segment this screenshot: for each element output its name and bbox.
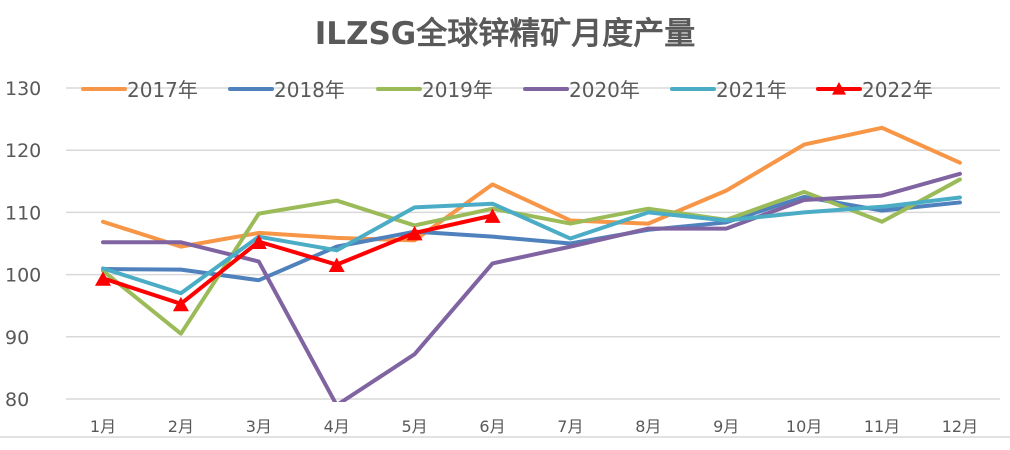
series-line (101, 125, 962, 249)
series-2020年 (101, 171, 962, 402)
y-tick-label: 90 (5, 327, 29, 349)
x-axis-ticks: 1月 2月 3月 4月 5月 6月 7月 8月 9月 10月 11月 12月 (90, 417, 978, 436)
y-tick-label: 80 (5, 389, 29, 411)
x-tick-label: 1月 (90, 417, 116, 436)
series-line (101, 177, 962, 336)
legend-item: 2019年 (376, 78, 493, 102)
series-2019年 (101, 177, 962, 336)
series-lines (95, 125, 962, 402)
legend-label: 2020年 (569, 78, 640, 102)
legend-label: 2017年 (127, 78, 198, 102)
y-tick-label: 120 (5, 140, 41, 162)
x-tick-label: 3月 (246, 417, 272, 436)
data-point-marker (250, 234, 267, 250)
x-tick-label: 9月 (713, 417, 739, 436)
legend-marker (832, 82, 846, 95)
x-tick-label: 5月 (402, 417, 428, 436)
legend-item: 2017年 (81, 78, 198, 102)
legend-item: 2022年 (816, 78, 933, 102)
y-tick-label: 130 (5, 78, 41, 100)
chart-title: ILZSG全球锌精矿月度产量 (314, 16, 696, 52)
legend: 2017年 2018年 2019年 2020年 2021年 2022年 (81, 78, 933, 102)
series-line (101, 171, 962, 402)
x-tick-label: 4月 (324, 417, 350, 436)
x-tick-label: 2月 (168, 417, 194, 436)
y-tick-label: 100 (5, 265, 41, 287)
x-tick-label: 11月 (864, 417, 900, 436)
x-tick-label: 12月 (942, 417, 978, 436)
data-point-marker (406, 225, 423, 241)
series-line (101, 195, 962, 296)
x-tick-label: 8月 (635, 417, 661, 436)
legend-item: 2020年 (523, 78, 640, 102)
series-2021年 (101, 195, 962, 296)
legend-label: 2018年 (274, 78, 345, 102)
series-2017年 (101, 125, 962, 249)
legend-item: 2021年 (670, 78, 787, 102)
series-2022年 (95, 208, 501, 312)
data-point-marker (95, 271, 111, 286)
legend-label: 2019年 (422, 78, 493, 102)
x-tick-label: 7月 (557, 417, 583, 436)
data-point-marker (172, 296, 189, 312)
legend-item: 2018年 (228, 78, 345, 102)
series-line (101, 213, 495, 306)
y-tick-label: 110 (5, 202, 41, 224)
x-tick-label: 10月 (786, 417, 822, 436)
legend-label: 2021年 (716, 78, 787, 102)
y-axis-ticks: 80 90 100 110 120 130 (5, 78, 41, 411)
x-tick-label: 6月 (479, 417, 505, 436)
legend-label: 2022年 (862, 78, 933, 102)
data-point-marker (328, 257, 345, 273)
data-point-marker (484, 208, 501, 223)
